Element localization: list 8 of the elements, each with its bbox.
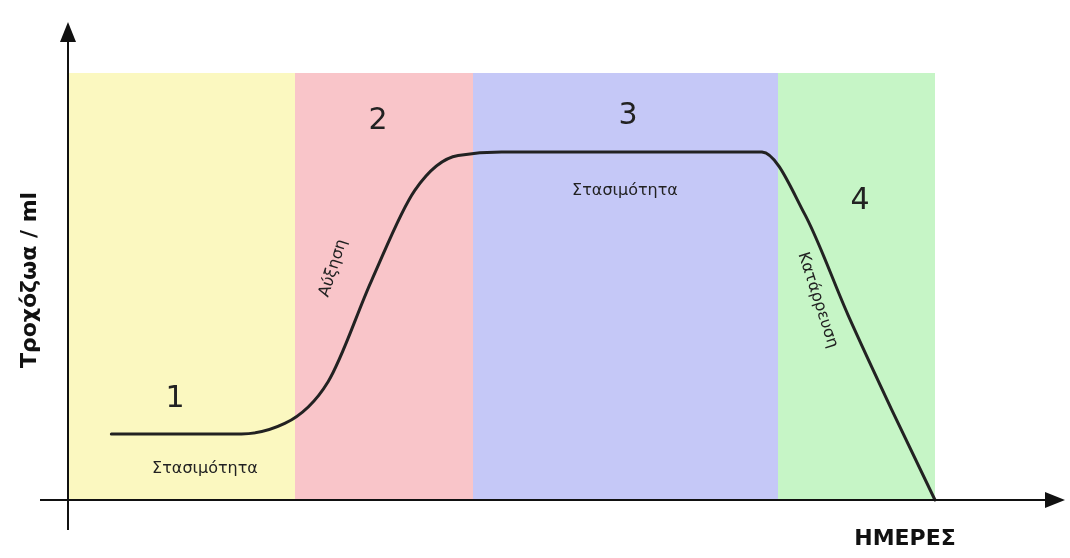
text: 2 <box>368 100 388 136</box>
annotation: Στασιμότητα <box>152 457 258 477</box>
annotation: Στασιμότητα <box>572 179 678 199</box>
y-axis-title: Τροχόζωα / ml <box>16 191 41 369</box>
annotation: 1 <box>165 378 185 414</box>
annotation: 4 <box>850 180 870 216</box>
x-axis-title: ΗΜΕΡΕΣ <box>854 525 956 550</box>
text: 3 <box>618 95 638 131</box>
